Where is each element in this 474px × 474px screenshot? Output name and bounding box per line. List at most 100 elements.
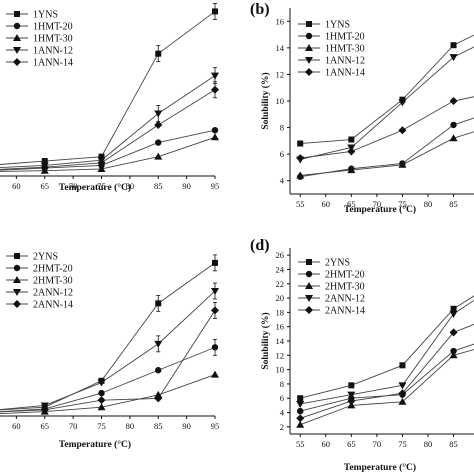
- x-tick-label: 75: [398, 199, 407, 209]
- y-axis-label: Solubility (%): [260, 72, 271, 129]
- y-tick-label: 4: [280, 408, 285, 418]
- y-axis-label: Solubility (%): [260, 312, 271, 369]
- y-tick-label: 14: [276, 43, 285, 53]
- y-tick-label: 4: [280, 176, 285, 186]
- legend-label: 1ANN-12: [325, 56, 365, 67]
- x-tick-label: 90: [182, 421, 191, 431]
- x-tick-label: 85: [449, 439, 458, 449]
- y-tick-label: 22: [276, 279, 285, 289]
- data-point-1HMT-30: [97, 164, 106, 172]
- series-line-1HMT-30: [300, 131, 474, 176]
- series-line-1ANN-12: [0, 75, 216, 168]
- data-point-1ANN-14: [398, 126, 407, 135]
- x-tick-label: 60: [12, 421, 21, 431]
- legend-marker-1ANN-12: [305, 57, 313, 64]
- data-point-1HMT-20: [155, 139, 162, 146]
- legend-marker-1HMT-30: [13, 34, 21, 41]
- series-line-2HMT-20: [0, 346, 216, 413]
- series-line-2ANN-14: [300, 323, 474, 419]
- x-tick-label: 90: [182, 181, 191, 191]
- data-point-2ANN-12: [347, 391, 356, 399]
- legend-label: 2HMT-30: [33, 276, 73, 287]
- y-tick-label: 18: [276, 307, 285, 317]
- y-tick-label: 2: [280, 422, 284, 432]
- data-point-2HMT-30: [296, 420, 305, 428]
- data-point-2ANN-12: [449, 310, 458, 318]
- data-point-2HMT-30: [449, 351, 458, 359]
- x-tick-label: 85: [154, 421, 163, 431]
- legend-label: 2YNS: [325, 258, 350, 269]
- x-tick-label: 75: [398, 439, 407, 449]
- y-tick-label: 12: [276, 350, 285, 360]
- panel-label: (d): [250, 237, 270, 254]
- x-tick-label: 85: [154, 181, 163, 191]
- legend-label: 1HMT-20: [325, 32, 365, 43]
- legend-label: 2ANN-12: [325, 294, 365, 305]
- data-point-2ANN-14: [398, 389, 407, 398]
- data-point-2ANN-14: [296, 414, 305, 423]
- legend-label: 1YNS: [325, 20, 350, 31]
- legend-marker-2HMT-30: [13, 276, 21, 283]
- series-line-2HMT-30: [300, 349, 474, 426]
- x-tick-label: 75: [97, 421, 106, 431]
- legend-marker-2YNS: [14, 253, 20, 259]
- data-point-2HMT-30: [97, 403, 106, 411]
- x-axis-label: Temperature (°C): [59, 182, 131, 193]
- legend-marker-2YNS: [306, 259, 312, 265]
- data-point-1ANN-12: [449, 54, 458, 62]
- legend-label: 2YNS: [33, 252, 58, 263]
- y-tick-label: 24: [276, 264, 285, 274]
- data-point-2ANN-14: [97, 396, 106, 405]
- x-tick-label: 65: [41, 421, 50, 431]
- data-point-2HMT-30: [154, 390, 163, 398]
- data-point-1HMT-30: [296, 171, 305, 179]
- x-tick-label: 95: [211, 181, 220, 191]
- legend-label: 1ANN-14: [33, 58, 73, 69]
- y-tick-label: 10: [276, 96, 285, 106]
- legend-marker-2ANN-14: [13, 300, 21, 308]
- y-tick-label: 6: [280, 149, 284, 159]
- legend-label: 2HMT-20: [33, 264, 73, 275]
- legend-label: 2ANN-12: [33, 288, 73, 299]
- data-point-1HMT-30: [398, 160, 407, 168]
- data-point-1YNS: [98, 153, 105, 160]
- series-line-2ANN-14: [0, 310, 216, 413]
- x-tick-label: 95: [211, 421, 220, 431]
- x-tick-label: 70: [373, 199, 382, 209]
- legend-marker-1ANN-14: [305, 68, 313, 76]
- data-point-1ANN-14: [97, 158, 106, 167]
- data-point-2ANN-14: [154, 394, 163, 403]
- y-tick-label: 10: [276, 365, 285, 375]
- data-point-1ANN-14: [296, 154, 305, 163]
- data-point-1ANN-14: [154, 120, 163, 129]
- y-tick-label: 6: [280, 393, 284, 403]
- x-tick-label: 75: [97, 181, 106, 191]
- data-point-1YNS: [41, 158, 48, 165]
- data-point-1HMT-30: [211, 133, 219, 141]
- data-point-2YNS: [450, 305, 457, 312]
- data-point-1YNS: [297, 140, 304, 147]
- x-tick-label: 80: [126, 181, 135, 191]
- legend-label: 1ANN-12: [33, 46, 73, 57]
- legend-label: 1YNS: [33, 10, 58, 21]
- data-point-1YNS: [450, 42, 457, 49]
- x-tick-label: 80: [424, 199, 433, 209]
- data-point-2ANN-14: [449, 328, 458, 337]
- legend-marker-2ANN-14: [305, 306, 313, 314]
- y-tick-label: 16: [276, 322, 285, 332]
- legend-marker-2ANN-12: [13, 289, 21, 296]
- legend-marker-1ANN-12: [13, 47, 21, 54]
- series-line-1ANN-14: [0, 89, 216, 170]
- x-tick-label: 55: [296, 439, 305, 449]
- legend-marker-2HMT-30: [305, 282, 313, 289]
- data-point-2YNS: [399, 362, 406, 369]
- legend-label: 2HMT-30: [325, 282, 365, 293]
- data-point-1ANN-14: [347, 147, 356, 156]
- series-line-1ANN-14: [300, 96, 474, 159]
- legend-marker-1HMT-20: [305, 32, 313, 40]
- chart-panel-2: 55 60 65 70 75 80 85 4 6 8 10 12 14 16 Temperature (°C…: [250, 1, 474, 215]
- data-point-2HMT-20: [98, 389, 105, 397]
- legend-marker-2HMT-20: [13, 264, 21, 272]
- x-tick-label: 70: [69, 421, 78, 431]
